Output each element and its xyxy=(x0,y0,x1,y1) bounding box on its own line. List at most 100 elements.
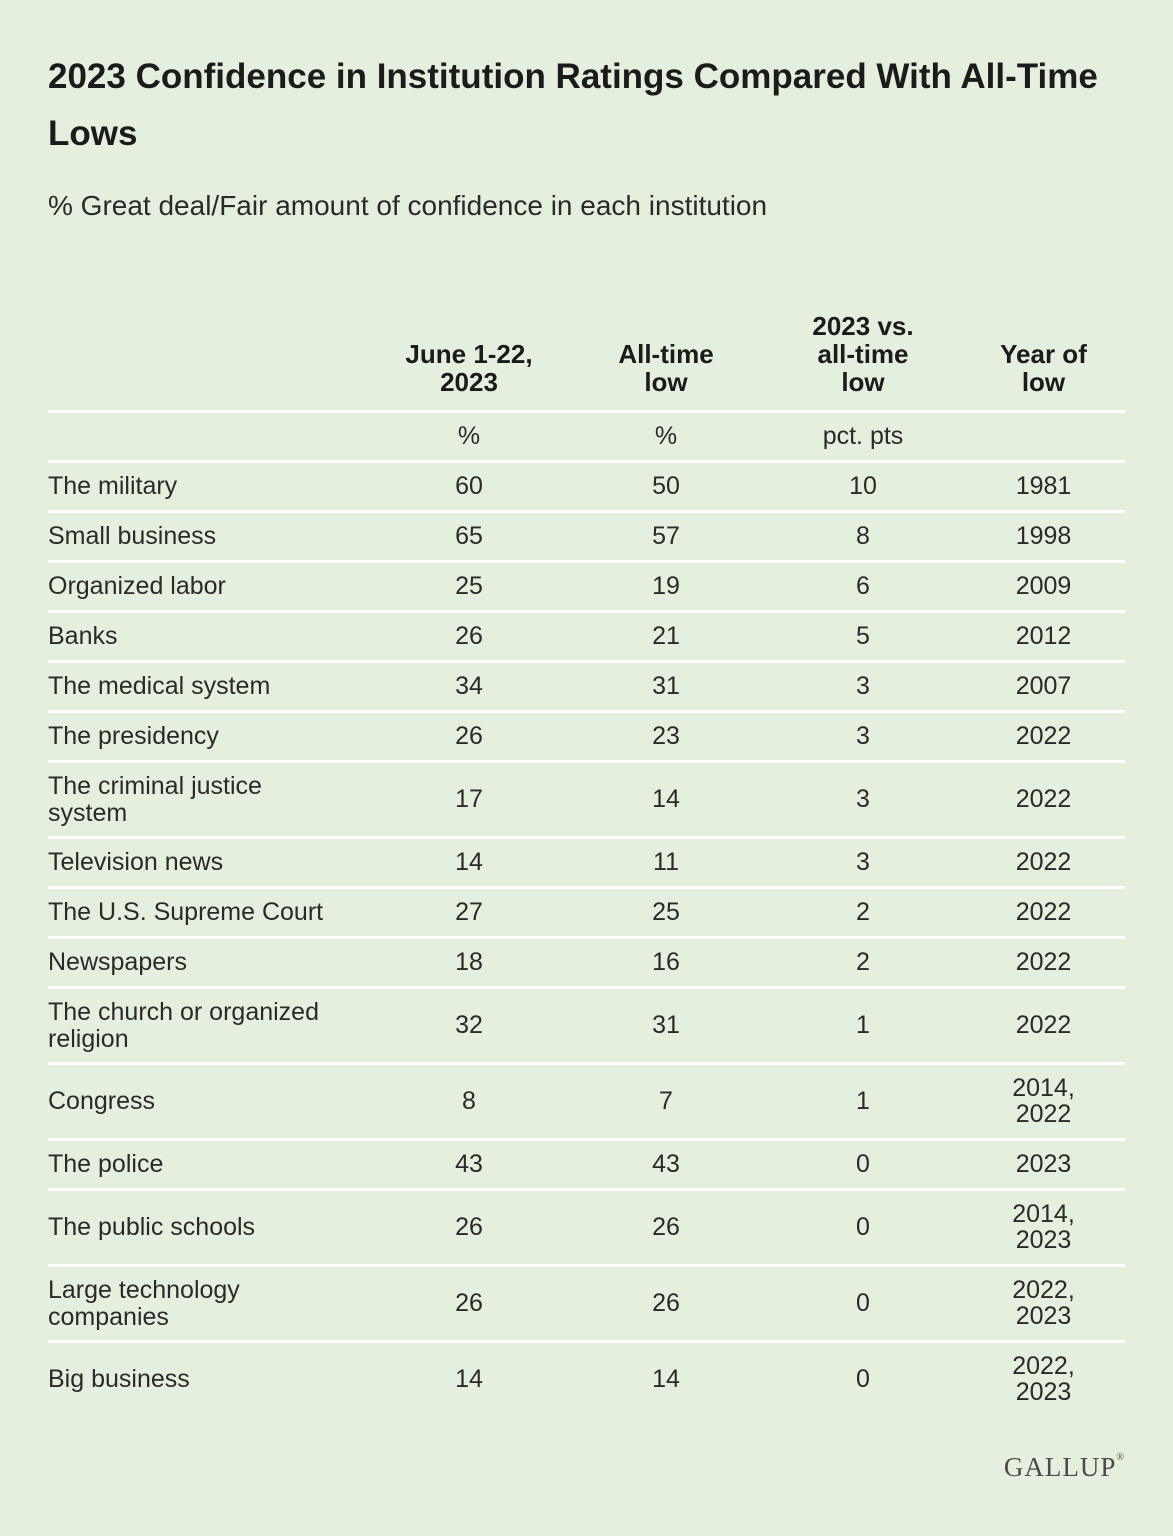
value-june-2023: 34 xyxy=(370,661,568,713)
table-row: Big business 14 14 0 2022, 2023 xyxy=(48,1342,1125,1417)
table-row: Organized labor 25 19 6 2009 xyxy=(48,561,1125,613)
value-all-time-low: 26 xyxy=(568,1265,764,1343)
units-row: % % pct. pts xyxy=(48,411,1125,463)
unit-label xyxy=(48,411,370,463)
value-year-of-low: 2022 xyxy=(962,987,1125,1065)
value-all-time-low: 16 xyxy=(568,937,764,989)
table-row: The criminal justice system 17 14 3 2022 xyxy=(48,761,1125,839)
table-row: The military 60 50 10 1981 xyxy=(48,461,1125,513)
header-june-2023: June 1-22, 2023 xyxy=(370,300,568,413)
value-all-time-low: 19 xyxy=(568,561,764,613)
value-difference: 3 xyxy=(764,761,962,839)
unit-year xyxy=(962,411,1125,463)
value-all-time-low: 21 xyxy=(568,611,764,663)
table-row: The church or organized religion 32 31 1 202… xyxy=(48,987,1125,1065)
institution-name: The military xyxy=(48,461,370,513)
table-row: Large technology companies 26 26 0 2022, 202… xyxy=(48,1265,1125,1343)
value-june-2023: 25 xyxy=(370,561,568,613)
institution-name: The police xyxy=(48,1139,370,1191)
value-all-time-low: 23 xyxy=(568,711,764,763)
institution-name: The medical system xyxy=(48,661,370,713)
confidence-table: June 1-22, 2023 All-time low 2023 vs. al… xyxy=(48,300,1125,1416)
table-row: The presidency 26 23 3 2022 xyxy=(48,711,1125,763)
value-all-time-low: 43 xyxy=(568,1139,764,1191)
value-june-2023: 17 xyxy=(370,761,568,839)
value-difference: 0 xyxy=(764,1189,962,1267)
value-all-time-low: 26 xyxy=(568,1189,764,1267)
value-difference: 5 xyxy=(764,611,962,663)
value-all-time-low: 14 xyxy=(568,761,764,839)
institution-name: Big business xyxy=(48,1365,190,1393)
value-june-2023: 26 xyxy=(370,711,568,763)
institution-name: The criminal justice system xyxy=(48,761,370,839)
table-row: Small business 65 57 8 1998 xyxy=(48,511,1125,563)
institution-name: Newspapers xyxy=(48,937,370,989)
institution-name: Organized labor xyxy=(48,561,370,613)
gallup-logo: GALLUP® xyxy=(1003,1452,1125,1482)
header-year-of-low: Year of low xyxy=(962,300,1125,413)
value-june-2023: 8 xyxy=(370,1063,568,1141)
institution-name: Banks xyxy=(48,611,370,663)
header-institution xyxy=(48,300,370,413)
value-difference: 3 xyxy=(764,711,962,763)
value-year-of-low: 2023 xyxy=(962,1139,1125,1191)
table-row: Banks 26 21 5 2012 xyxy=(48,611,1125,663)
table-row: Newspapers 18 16 2 2022 xyxy=(48,937,1125,989)
value-year-of-low: 2022 xyxy=(962,837,1125,889)
table-row: The U.S. Supreme Court 27 25 2 2022 xyxy=(48,887,1125,939)
value-difference: 8 xyxy=(764,511,962,563)
unit-june-2023: % xyxy=(370,411,568,463)
value-year-of-low: 2012 xyxy=(962,611,1125,663)
value-year-of-low: 2014, 2023 xyxy=(962,1189,1125,1267)
value-june-2023: 18 xyxy=(370,937,568,989)
value-difference: 2 xyxy=(764,887,962,939)
value-all-time-low: 31 xyxy=(568,987,764,1065)
value-difference: 6 xyxy=(764,561,962,613)
value-difference: 2 xyxy=(764,937,962,989)
chart-subtitle: % Great deal/Fair amount of confidence i… xyxy=(48,190,768,221)
institution-name: The public schools xyxy=(48,1189,370,1267)
value-difference: 0 xyxy=(764,1265,962,1343)
value-year-of-low: 1998 xyxy=(962,511,1125,563)
value-june-2023: 32 xyxy=(370,987,568,1065)
unit-all-time-low: % xyxy=(568,411,764,463)
chart-title: 2023 Confidence in Institution Ratings C… xyxy=(48,57,1098,153)
value-june-2023: 60 xyxy=(370,461,568,513)
institution-name: Television news xyxy=(48,837,370,889)
value-difference: 10 xyxy=(764,461,962,513)
value-all-time-low: 31 xyxy=(568,661,764,713)
institution-name: The presidency xyxy=(48,711,370,763)
value-year-of-low: 2022 xyxy=(962,761,1125,839)
value-year-of-low: 2007 xyxy=(962,661,1125,713)
value-year-of-low: 2022 xyxy=(962,887,1125,939)
table-row: Television news 14 11 3 2022 xyxy=(48,837,1125,889)
value-all-time-low: 50 xyxy=(568,461,764,513)
value-june-2023: 26 xyxy=(370,611,568,663)
value-year-of-low: 2022, 2023 xyxy=(1012,1352,1075,1406)
value-difference: 1 xyxy=(764,1063,962,1141)
value-difference: 3 xyxy=(764,837,962,889)
institution-name: Large technology companies xyxy=(48,1265,370,1343)
value-year-of-low: 2022 xyxy=(962,711,1125,763)
institution-name: The U.S. Supreme Court xyxy=(48,887,370,939)
value-year-of-low: 1981 xyxy=(962,461,1125,513)
value-year-of-low: 2009 xyxy=(962,561,1125,613)
value-difference: 1 xyxy=(764,987,962,1065)
header-difference: 2023 vs. all-time low xyxy=(764,300,962,413)
value-june-2023: 27 xyxy=(370,887,568,939)
value-year-of-low: 2014, 2022 xyxy=(962,1063,1125,1141)
institution-name: The church or organized religion xyxy=(48,987,370,1065)
value-all-time-low: 7 xyxy=(568,1063,764,1141)
value-all-time-low: 14 xyxy=(652,1365,680,1393)
header-row: June 1-22, 2023 All-time low 2023 vs. al… xyxy=(48,300,1125,413)
unit-difference: pct. pts xyxy=(764,411,962,463)
value-all-time-low: 11 xyxy=(568,837,764,889)
table-row: The police 43 43 0 2023 xyxy=(48,1139,1125,1191)
value-june-2023: 26 xyxy=(370,1189,568,1267)
value-difference: 0 xyxy=(764,1139,962,1191)
table-row: The medical system 34 31 3 2007 xyxy=(48,661,1125,713)
table-row: The public schools 26 26 0 2014, 2023 xyxy=(48,1189,1125,1267)
value-all-time-low: 25 xyxy=(568,887,764,939)
value-june-2023: 14 xyxy=(455,1365,483,1393)
value-june-2023: 26 xyxy=(370,1265,568,1343)
